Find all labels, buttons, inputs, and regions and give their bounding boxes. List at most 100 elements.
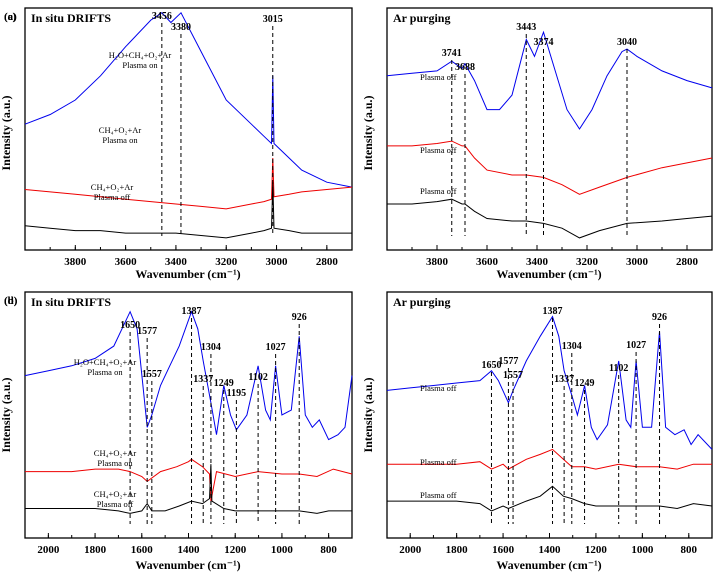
panel-2-xtick-label: 1000 <box>271 544 294 556</box>
panel-2-series-0-label: H₂O+CH₄+O₂+Ar <box>74 357 137 367</box>
panel-0-xtick-label: 3200 <box>215 256 238 268</box>
panel-2-xlabel: Wavenumber (cm⁻¹) <box>135 558 240 572</box>
panel-3-xtick-label: 1800 <box>446 544 469 556</box>
panel-0-series-0-line <box>24 11 353 188</box>
panel-1-xtick-label: 3200 <box>576 256 599 268</box>
panel-3-annotation-1-label: 1577 <box>498 356 518 367</box>
panel-0-series-1-label: CH₄+O₂+Ar <box>99 125 142 135</box>
panel-0-series-2-line <box>24 182 352 239</box>
panel-3-annotation-5-label: 1304 <box>562 341 582 352</box>
panel-2-series-2-line <box>25 464 352 514</box>
panel-2-series-2-label: Plasma off <box>97 499 134 509</box>
panel-3-series-0-label: Plasma off <box>420 383 457 393</box>
panel-2-annotation-10-label: 926 <box>292 312 307 323</box>
panel-0-ylabel: Intensity (a.u.) <box>0 95 13 170</box>
panel-2-xtick-label: 1600 <box>131 544 154 556</box>
panel-1-series-1-line <box>387 140 713 195</box>
panel-3-annotation-0-label: 1650 <box>481 360 501 371</box>
panel-1-xtick-label: 2800 <box>676 256 699 268</box>
panel-0-xtick-label: 3400 <box>165 256 188 268</box>
panel-1-xtick-label: 3800 <box>426 256 449 268</box>
panel-1-xtick-label: 3000 <box>626 256 649 268</box>
panel-2-annotation-8-label: 1102 <box>248 372 267 383</box>
panel-0-xtick-label: 3600 <box>115 256 138 268</box>
panel-3-label: (d) <box>4 295 18 307</box>
panel-3-ylabel: Intensity (a.u.) <box>361 377 375 452</box>
panel-0-series-1-label: Plasma on <box>102 135 138 145</box>
panel-1-frame <box>386 7 713 251</box>
panel-3-series-1-label: Plasma off <box>420 457 457 467</box>
panel-1-series-2-line <box>387 198 713 239</box>
panel-3-xtick-label: 1600 <box>492 544 515 556</box>
panel-3-xtick-label: 1200 <box>585 544 608 556</box>
panel-2-xtick-label: 2000 <box>37 544 60 556</box>
panel-2-series-1-line <box>25 458 353 502</box>
panel-1-annotation-1-label: 3688 <box>455 62 475 73</box>
panel-1-title: Ar purging <box>393 11 450 25</box>
panel-3-annotation-2-label: 1557 <box>503 370 523 381</box>
panel-2-xtick-label: 1200 <box>224 544 247 556</box>
panel-3-xtick-label: 2000 <box>399 544 422 556</box>
panel-2-annotation-6-label: 1249 <box>214 378 234 389</box>
panel-0-xtick-label: 3800 <box>64 256 87 268</box>
panel-0-series-2-label: Plasma off <box>94 192 131 202</box>
panel-2-xtick-label: 1400 <box>178 544 201 556</box>
panel-1-series-0-line <box>386 30 713 130</box>
panel-2-series-0-line <box>24 310 353 441</box>
panel-3-series-1-line <box>387 448 712 470</box>
panel-2-series-2-label: CH₄+O₂+Ar <box>94 489 137 499</box>
panel-0-label: (a) <box>4 11 17 23</box>
panel-1-annotation-2-label: 3443 <box>516 22 536 33</box>
panel-1-label: (c) <box>4 11 17 23</box>
panel-0-xlabel: Wavenumber (cm⁻¹) <box>135 267 240 281</box>
panel-0-xtick-label: 2800 <box>316 256 339 268</box>
panel-2-series-1-label: Plasma on <box>97 458 133 468</box>
panel-0-title: In situ DRIFTS <box>31 11 111 25</box>
panel-0-annotation-1-label: 3380 <box>171 22 191 33</box>
panel-1-series-2-label: Plasma off <box>420 186 457 196</box>
panel-3-annotation-7-label: 1102 <box>609 363 628 374</box>
panel-1-xtick-label: 3600 <box>476 256 499 268</box>
panel-2-annotation-9-label: 1027 <box>266 342 286 353</box>
panel-1-annotation-3-label: 3374 <box>534 37 554 48</box>
panel-2-series-1-label: CH₄+O₂+Ar <box>94 448 137 458</box>
panel-3-xtick-label: 1000 <box>631 544 654 556</box>
panel-2-ylabel: Intensity (a.u.) <box>0 377 13 452</box>
panel-1-xlabel: Wavenumber (cm⁻¹) <box>496 267 601 281</box>
panel-3-xtick-label: 1400 <box>539 544 562 556</box>
panel-3-annotation-8-label: 1027 <box>626 340 646 351</box>
panel-3-xlabel: Wavenumber (cm⁻¹) <box>496 558 601 572</box>
panel-2-series-0-label: Plasma on <box>87 367 123 377</box>
panel-3-series-0-line <box>386 315 713 450</box>
panel-0-series-1-line <box>24 157 353 210</box>
panel-1-ylabel: Intensity (a.u.) <box>361 95 375 170</box>
panel-0-frame <box>24 7 353 251</box>
panel-3-annotation-4-label: 1337 <box>554 374 574 385</box>
panel-2-annotation-4-label: 1337 <box>193 374 213 385</box>
panel-2-annotation-0-label: 1650 <box>120 320 140 331</box>
panel-2-label: (b) <box>4 295 18 307</box>
panel-3-xtick-label: 800 <box>681 544 698 556</box>
panel-2-annotation-7-label: 1195 <box>227 388 246 399</box>
panel-2-annotation-1-label: 1577 <box>137 326 157 337</box>
panel-2-title: In situ DRIFTS <box>31 295 111 309</box>
panel-0-xtick-label: 3000 <box>266 256 289 268</box>
panel-1-annotation-4-label: 3040 <box>617 37 637 48</box>
panel-3-annotation-6-label: 1249 <box>575 378 595 389</box>
panel-2-annotation-5-label: 1304 <box>201 342 221 353</box>
panel-2-xtick-label: 800 <box>320 544 337 556</box>
panel-0-annotation-2-label: 3015 <box>263 14 283 25</box>
panel-0-series-2-label: CH₄+O₂+Ar <box>91 182 134 192</box>
panel-1-xtick-label: 3400 <box>526 256 549 268</box>
panel-0-annotation-0-label: 3456 <box>152 11 172 22</box>
panel-0-series-0-label: Plasma on <box>122 60 158 70</box>
panel-2-frame <box>24 291 353 539</box>
panel-3-title: Ar purging <box>393 295 450 309</box>
panel-1-series-1-label: Plasma off <box>420 145 457 155</box>
panel-3-series-2-label: Plasma off <box>420 490 457 500</box>
panel-1-series-0-label: Plasma off <box>420 72 457 82</box>
panel-2-annotation-2-label: 1557 <box>142 369 162 380</box>
panel-0-series-0-label: H₂O+CH₄+O₂+Ar <box>109 50 172 60</box>
panel-3-annotation-3-label: 1387 <box>543 306 563 317</box>
